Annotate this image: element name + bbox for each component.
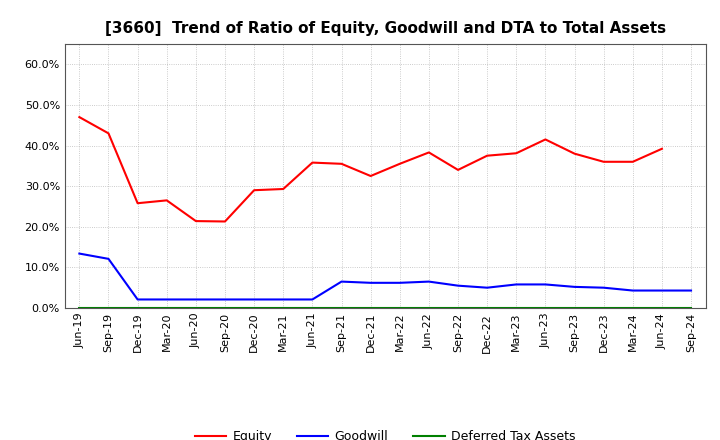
Goodwill — [104, 256, 113, 261]
Equity — [104, 131, 113, 136]
Goodwill — [541, 282, 550, 287]
Deferred Tax Assets — [483, 305, 492, 311]
Equity — [454, 167, 462, 172]
Equity — [541, 137, 550, 142]
Deferred Tax Assets — [454, 305, 462, 311]
Deferred Tax Assets — [337, 305, 346, 311]
Deferred Tax Assets — [279, 305, 287, 311]
Equity — [657, 146, 666, 151]
Deferred Tax Assets — [541, 305, 550, 311]
Goodwill — [687, 288, 696, 293]
Goodwill — [163, 297, 171, 302]
Equity — [425, 150, 433, 155]
Deferred Tax Assets — [133, 305, 142, 311]
Goodwill — [220, 297, 229, 302]
Goodwill — [395, 280, 404, 286]
Deferred Tax Assets — [425, 305, 433, 311]
Goodwill — [454, 283, 462, 288]
Deferred Tax Assets — [308, 305, 317, 311]
Deferred Tax Assets — [192, 305, 200, 311]
Goodwill — [512, 282, 521, 287]
Deferred Tax Assets — [163, 305, 171, 311]
Line: Goodwill: Goodwill — [79, 253, 691, 300]
Goodwill — [570, 284, 579, 290]
Equity — [366, 173, 375, 179]
Deferred Tax Assets — [220, 305, 229, 311]
Equity — [163, 198, 171, 203]
Equity — [308, 160, 317, 165]
Goodwill — [250, 297, 258, 302]
Equity — [220, 219, 229, 224]
Title: [3660]  Trend of Ratio of Equity, Goodwill and DTA to Total Assets: [3660] Trend of Ratio of Equity, Goodwil… — [104, 21, 666, 36]
Deferred Tax Assets — [366, 305, 375, 311]
Equity — [337, 161, 346, 166]
Goodwill — [133, 297, 142, 302]
Equity — [279, 187, 287, 192]
Deferred Tax Assets — [250, 305, 258, 311]
Goodwill — [629, 288, 637, 293]
Goodwill — [657, 288, 666, 293]
Goodwill — [425, 279, 433, 284]
Deferred Tax Assets — [629, 305, 637, 311]
Goodwill — [483, 285, 492, 290]
Goodwill — [192, 297, 200, 302]
Equity — [192, 218, 200, 224]
Equity — [133, 201, 142, 206]
Deferred Tax Assets — [599, 305, 608, 311]
Deferred Tax Assets — [104, 305, 113, 311]
Equity — [629, 159, 637, 165]
Deferred Tax Assets — [395, 305, 404, 311]
Deferred Tax Assets — [512, 305, 521, 311]
Equity — [483, 153, 492, 158]
Goodwill — [599, 285, 608, 290]
Legend: Equity, Goodwill, Deferred Tax Assets: Equity, Goodwill, Deferred Tax Assets — [190, 425, 580, 440]
Equity — [395, 161, 404, 166]
Goodwill — [308, 297, 317, 302]
Deferred Tax Assets — [75, 305, 84, 311]
Deferred Tax Assets — [570, 305, 579, 311]
Deferred Tax Assets — [687, 305, 696, 311]
Equity — [75, 114, 84, 120]
Equity — [570, 151, 579, 156]
Goodwill — [337, 279, 346, 284]
Equity — [512, 150, 521, 156]
Goodwill — [279, 297, 287, 302]
Equity — [250, 187, 258, 193]
Deferred Tax Assets — [657, 305, 666, 311]
Goodwill — [75, 251, 84, 256]
Equity — [599, 159, 608, 165]
Line: Equity: Equity — [79, 117, 662, 221]
Goodwill — [366, 280, 375, 286]
